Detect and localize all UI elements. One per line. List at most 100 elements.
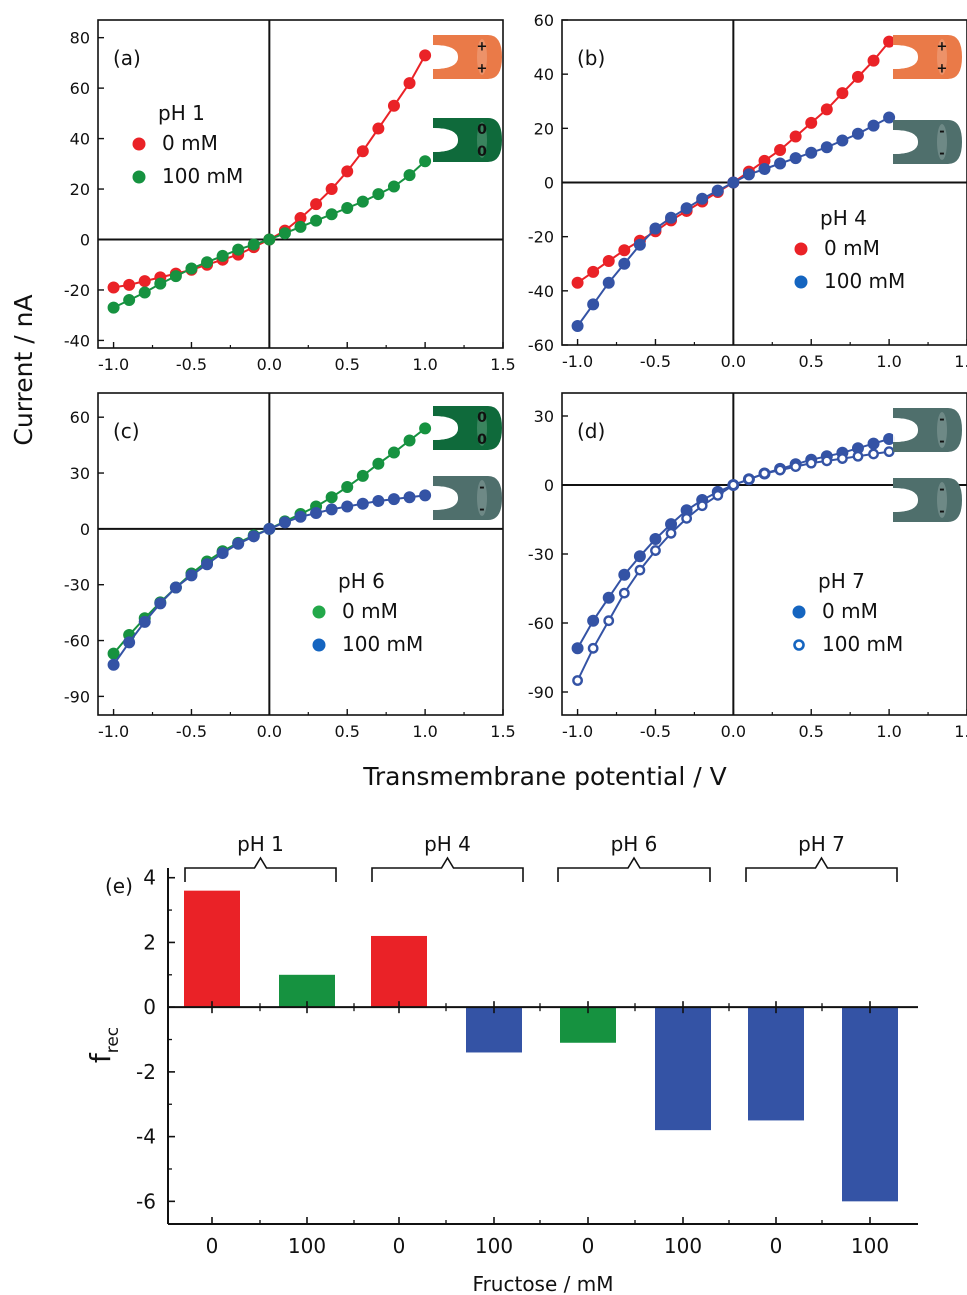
nanopore-icon-sign-bottom: -	[939, 147, 944, 162]
legend-marker	[794, 275, 808, 289]
y-tick-label: -30	[528, 545, 554, 564]
data-point	[419, 49, 432, 62]
legend-entry: 0 mM	[824, 236, 880, 260]
data-point	[571, 276, 584, 289]
data-point	[758, 162, 771, 175]
x-tick-label: -1.0	[98, 355, 129, 374]
nanopore-icon-sign-bottom: -	[939, 505, 944, 520]
data-point	[868, 448, 879, 460]
data-point	[727, 479, 739, 491]
data-point	[325, 183, 338, 196]
nanopore-icon-opening	[433, 486, 458, 510]
data-point	[201, 256, 214, 269]
data-point	[602, 276, 615, 289]
x-tick-label: 0.0	[257, 722, 282, 741]
legend-marker	[132, 170, 146, 184]
nanopore-icon-sign-top: 0	[477, 122, 487, 138]
x-tick-label: -0.5	[640, 352, 671, 371]
data-point	[867, 437, 880, 450]
y-tick-label: 0	[143, 995, 156, 1019]
nanopore-icon-sign-bottom: 0	[477, 432, 487, 448]
nanopore-icon-sign-top: -	[939, 483, 944, 498]
data-point	[247, 238, 260, 251]
data-point	[356, 497, 369, 510]
data-point	[372, 122, 385, 135]
data-point	[665, 527, 677, 539]
data-point	[883, 35, 896, 48]
nanopore-icon-highlight	[477, 410, 487, 446]
x-tick-label: 1.0	[412, 722, 437, 741]
data-point	[696, 192, 709, 205]
legend-entry: 100 mM	[342, 632, 423, 656]
data-point	[138, 275, 151, 288]
x-tick-label: 0.5	[335, 722, 360, 741]
y-tick-label: 60	[70, 408, 90, 427]
data-point	[356, 469, 369, 482]
bar	[842, 1007, 898, 1202]
ylabel-subscript: rec	[103, 1027, 123, 1053]
y-tick-label: -2	[136, 1060, 156, 1084]
group-label: pH 4	[424, 832, 471, 856]
nanopore-icon-opening	[893, 488, 918, 512]
data-point	[851, 127, 864, 140]
data-point	[123, 636, 136, 649]
bar-x-axis-label: Fructose / mM	[473, 1272, 614, 1295]
data-point	[634, 564, 646, 576]
data-point	[232, 243, 245, 256]
data-point	[310, 214, 323, 227]
legend-marker	[794, 242, 808, 256]
data-point	[789, 130, 802, 143]
y-tick-label: 20	[70, 180, 90, 199]
data-point	[419, 155, 432, 168]
data-point	[649, 533, 662, 546]
x-tick-label: 100	[288, 1234, 326, 1258]
nanopore-icon-body	[433, 118, 502, 162]
data-point	[711, 184, 724, 197]
data-point	[138, 615, 151, 628]
data-point	[790, 461, 802, 472]
data-point	[572, 675, 583, 686]
y-tick-label: -40	[528, 282, 554, 301]
iv-panel-a: -1.0 -0.5 0.0 0.5 1.0 1.5 -40 -20 0 20 40 60 80 (a) pH…	[64, 19, 516, 374]
data-point	[759, 468, 770, 479]
y-tick-label: 0	[80, 231, 90, 250]
nanopore-icon-highlight	[937, 39, 947, 75]
data-point	[138, 286, 151, 299]
y-tick-label: 80	[70, 29, 90, 48]
data-point	[387, 99, 400, 112]
data-point	[294, 220, 307, 233]
data-point	[774, 464, 786, 476]
nanopore-icon: --	[893, 478, 962, 522]
y-tick-label: -20	[64, 281, 90, 300]
group-label: pH 1	[237, 832, 284, 856]
data-point	[618, 244, 631, 257]
data-point	[387, 493, 400, 506]
x-tick-label: 100	[851, 1234, 889, 1258]
data-point	[356, 195, 369, 208]
y-tick-label: 40	[70, 130, 90, 149]
x-tick-label: 0.5	[335, 355, 360, 374]
data-point	[123, 278, 136, 291]
data-point	[310, 198, 323, 211]
legend-title: pH 6	[338, 569, 385, 593]
nanopore-icon-sign-bottom: -	[479, 503, 484, 518]
legend-marker	[132, 137, 146, 151]
x-tick-label: 0.0	[721, 722, 746, 741]
data-point	[201, 558, 214, 571]
data-point	[403, 77, 416, 90]
bar-panel-e: -6 -4 -2 0 2 4 0 100 0 100 0 100 0 100 (e) pH 1 pH 4 pH 6…	[84, 832, 918, 1295]
iv-panel-b: -1.0 -0.5 0.0 0.5 1.0 1.5 -60 -40 -20 0 20 40 60 (b) p…	[528, 11, 967, 371]
data-point	[742, 168, 755, 181]
x-tick-label: 0.0	[721, 352, 746, 371]
nanopore-icon-highlight	[477, 39, 487, 75]
data-point	[341, 480, 354, 493]
bar	[655, 1007, 711, 1131]
y-tick-label: -90	[64, 687, 90, 706]
panels: -1.0 -0.5 0.0 0.5 1.0 1.5-40-20020406080(a)pH…	[64, 11, 967, 1295]
x-tick-label: 0.5	[799, 722, 824, 741]
group-bracket	[745, 856, 898, 882]
data-point	[325, 503, 338, 516]
data-point	[820, 141, 833, 154]
group-label: pH 7	[798, 832, 845, 856]
y-tick-label: 30	[70, 464, 90, 483]
